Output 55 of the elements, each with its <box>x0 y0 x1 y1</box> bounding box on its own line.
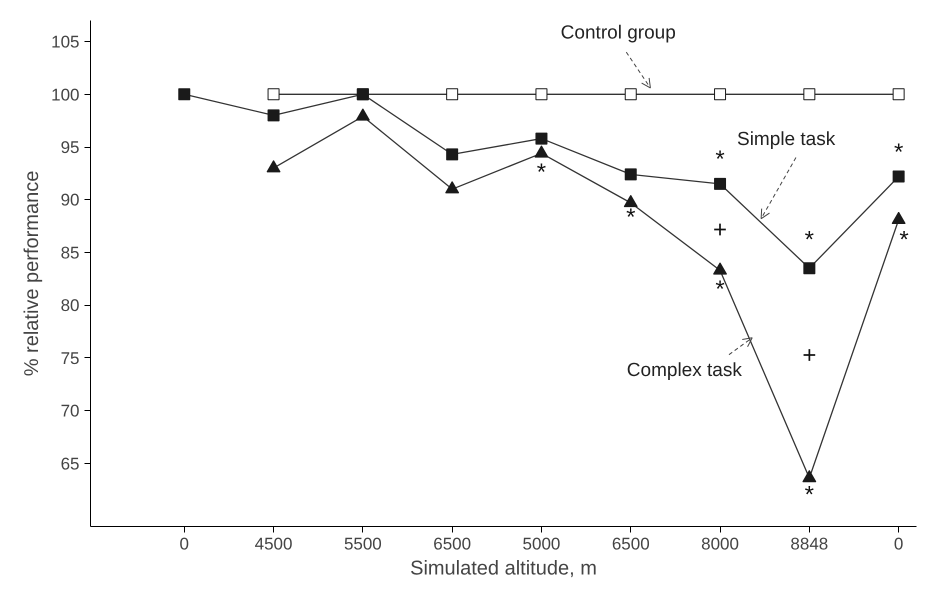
annotation: * <box>536 158 546 186</box>
y-tick-label: 95 <box>60 138 80 157</box>
point <box>624 194 638 208</box>
x-tick-label: 5500 <box>344 534 382 554</box>
annotation: * <box>894 138 904 166</box>
point <box>178 88 190 100</box>
point <box>534 145 548 158</box>
point <box>624 88 637 100</box>
annotation: + <box>802 342 816 370</box>
annotation: + <box>713 216 728 244</box>
annotation: * <box>715 276 725 303</box>
point <box>445 181 460 194</box>
y-axis-title: % relative performance <box>21 170 44 376</box>
annotation: * <box>626 204 636 232</box>
point <box>266 160 281 172</box>
point <box>535 132 548 145</box>
point <box>892 212 906 224</box>
y-tick-label: 80 <box>60 296 80 316</box>
series-label: Simple task <box>737 129 836 150</box>
text: Control group <box>560 22 676 44</box>
series-label: Complex task <box>626 360 742 381</box>
x-tick-label: 8848 <box>790 534 828 554</box>
annotation: * <box>804 481 814 508</box>
x-tick-label: 8000 <box>701 534 739 554</box>
point <box>446 88 458 100</box>
y-tick-label: 100 <box>51 85 80 104</box>
point <box>803 262 816 274</box>
y-tick-label: 105 <box>51 32 80 52</box>
point <box>714 88 726 100</box>
x-tick-label: 4500 <box>254 534 292 554</box>
y-tick-label: 70 <box>60 402 80 421</box>
x-tick-label: 0 <box>894 534 904 554</box>
point <box>268 88 280 100</box>
point <box>624 168 637 180</box>
point <box>802 470 816 482</box>
x-tick-label: 5000 <box>522 534 560 554</box>
point <box>713 262 728 275</box>
x-tick-label: 0 <box>180 534 190 554</box>
y-tick-label: 85 <box>60 243 80 262</box>
annotation: * <box>715 146 725 174</box>
point <box>892 170 905 183</box>
y-tick-label: 90 <box>60 190 80 210</box>
point <box>535 88 548 100</box>
x-tick-label: 6500 <box>433 534 472 554</box>
annotation: * <box>899 226 909 254</box>
point <box>803 88 816 100</box>
y-tick-label: 65 <box>60 454 80 474</box>
y-tick-label: 75 <box>60 348 80 368</box>
x-tick-label: 6500 <box>612 534 650 554</box>
point <box>268 109 280 122</box>
annotation: * <box>804 226 814 254</box>
point <box>714 178 726 190</box>
point <box>892 88 905 100</box>
x-axis-title: Simulated altitude, m <box>410 558 597 580</box>
point <box>446 148 458 160</box>
